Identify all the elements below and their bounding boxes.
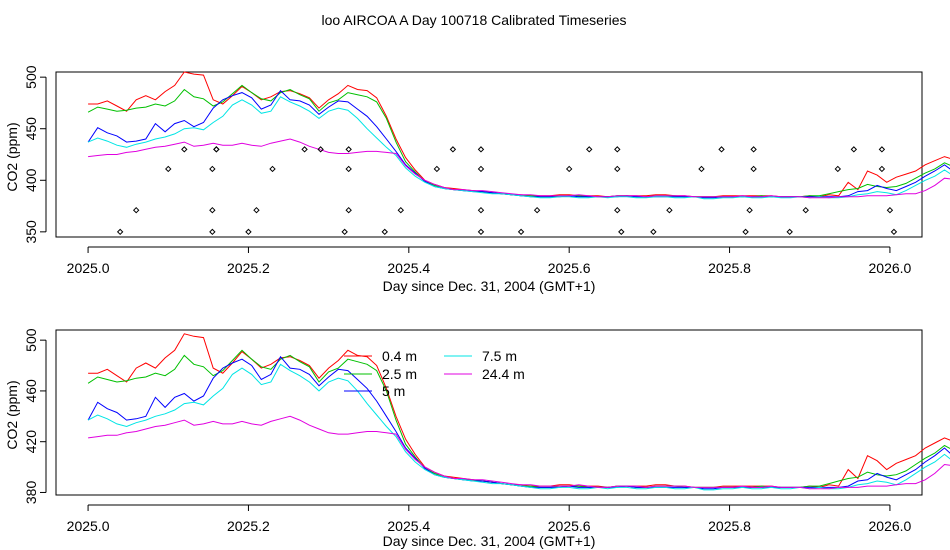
- x-tick-label: 2025.6: [548, 518, 591, 534]
- calibration-marker: [116, 228, 124, 236]
- calibration-marker: [301, 146, 308, 153]
- calibration-marker: [345, 165, 352, 173]
- x-tick-label: 2025.0: [67, 260, 110, 276]
- calibration-marker: [802, 206, 809, 214]
- calibration-marker: [565, 165, 573, 173]
- calibration-marker: [850, 146, 858, 153]
- calibration-marker: [213, 146, 220, 153]
- series-line-0-4m-p0: [88, 71, 950, 198]
- y-tick-label: 420: [23, 430, 39, 454]
- legend: 0.4 m 2.5 m 5 m 7.5 m 24.4 m: [344, 348, 525, 399]
- calibration-marker: [341, 228, 348, 236]
- legend-label-0-4m: 0.4 m: [382, 348, 417, 364]
- calibration-marker: [345, 146, 352, 153]
- x-tick-label: 2026.0: [869, 260, 912, 276]
- calibration-marker: [614, 146, 621, 153]
- series-line-0-4m-p1: [88, 333, 950, 488]
- calibration-marker: [533, 206, 541, 214]
- calibration-marker: [477, 228, 485, 236]
- x-tick-label: 2025.6: [548, 260, 591, 276]
- calibration-marker: [449, 146, 457, 153]
- x-tick-label: 2025.0: [67, 518, 110, 534]
- bottom-x-axis: 2025.0 2025.2 2025.4 2025.6 2025.8 2026.0: [67, 504, 912, 534]
- top-y-axis-label: CO2 (ppm): [4, 122, 20, 191]
- calibration-marker: [517, 228, 525, 236]
- calibration-marker: [317, 146, 324, 153]
- top-series: [87, 71, 950, 200]
- calibration-marker: [245, 228, 252, 236]
- calibration-marker: [650, 228, 657, 236]
- calibration-marker: [269, 165, 276, 173]
- bottom-y-axis: 380 420 460 500: [23, 328, 47, 505]
- calibration-marker: [381, 228, 388, 236]
- top-x-axis-label: Day since Dec. 31, 2004 (GMT+1): [383, 278, 596, 294]
- calibration-marker: [834, 165, 842, 173]
- legend-label-7-5m: 7.5 m: [482, 348, 517, 364]
- calibration-marker: [586, 146, 593, 153]
- calibration-marker: [165, 165, 172, 173]
- series-line-24-4m-p1: [88, 415, 950, 490]
- calibration-marker: [477, 206, 485, 214]
- y-tick-label: 350: [23, 220, 39, 244]
- bottom-panel: 2025.0 2025.2 2025.4 2025.6 2025.8 2026.0 380…: [4, 328, 950, 549]
- calibration-marker: [878, 146, 886, 153]
- calibration-marker: [132, 206, 140, 214]
- calibration-marker: [477, 165, 485, 173]
- calibration-marker: [213, 146, 220, 153]
- calibration-marker: [209, 228, 216, 236]
- calibration-marker: [209, 206, 216, 214]
- calibration-marker: [614, 206, 621, 214]
- x-tick-label: 2025.8: [708, 518, 751, 534]
- bottom-panel-frame: [55, 329, 923, 496]
- y-tick-label: 460: [23, 379, 39, 403]
- series-line-7-5m-p1: [87, 363, 950, 491]
- x-tick-label: 2025.4: [387, 260, 430, 276]
- legend-label-5m: 5 m: [382, 383, 405, 399]
- series-line-7-5m-p0: [87, 96, 950, 200]
- calibration-marker: [477, 146, 485, 153]
- y-tick-label: 380: [23, 481, 39, 505]
- calibration-marker: [614, 165, 621, 173]
- top-y-axis: 350 400 450 500: [23, 65, 47, 244]
- top-panel-frame: [55, 71, 923, 238]
- x-tick-label: 2026.0: [869, 518, 912, 534]
- calibration-marker: [618, 228, 625, 236]
- top-markers: [116, 146, 898, 236]
- bottom-y-axis-label: CO2 (ppm): [4, 380, 20, 449]
- calibration-marker: [209, 165, 216, 173]
- calibration-marker: [750, 146, 757, 153]
- calibration-marker: [746, 206, 753, 214]
- calibration-marker: [698, 165, 705, 173]
- y-tick-label: 450: [23, 117, 39, 141]
- calibration-marker: [750, 165, 757, 173]
- calibration-marker: [666, 206, 673, 214]
- calibration-marker: [786, 228, 793, 236]
- calibration-marker: [878, 165, 886, 173]
- calibration-marker: [345, 206, 352, 214]
- calibration-marker: [886, 206, 894, 214]
- calibration-marker: [433, 165, 441, 173]
- x-tick-label: 2025.2: [227, 260, 270, 276]
- y-tick-label: 500: [23, 65, 39, 89]
- legend-label-2-5m: 2.5 m: [382, 366, 417, 382]
- bottom-series: [87, 333, 950, 491]
- calibration-marker: [742, 228, 749, 236]
- y-tick-label: 400: [23, 168, 39, 192]
- calibration-marker: [181, 146, 188, 153]
- x-tick-label: 2025.4: [387, 518, 430, 534]
- bottom-x-axis-label: Day since Dec. 31, 2004 (GMT+1): [383, 533, 596, 549]
- top-panel: 2025.0 2025.2 2025.4 2025.6 2025.8 2026.0 350…: [4, 65, 950, 294]
- x-tick-label: 2025.2: [227, 518, 270, 534]
- series-line-24-4m-p0: [88, 138, 950, 199]
- calibration-marker: [253, 206, 260, 214]
- x-tick-label: 2025.8: [708, 260, 751, 276]
- y-tick-label: 500: [23, 328, 39, 352]
- calibration-marker: [718, 146, 725, 153]
- legend-label-24-4m: 24.4 m: [482, 366, 525, 382]
- top-x-axis: 2025.0 2025.2 2025.4 2025.6 2025.8 2026.0: [67, 246, 912, 276]
- calibration-marker: [397, 206, 405, 214]
- calibration-marker: [890, 228, 898, 236]
- chart-title: loo AIRCOA A Day 100718 Calibrated Times…: [321, 12, 626, 28]
